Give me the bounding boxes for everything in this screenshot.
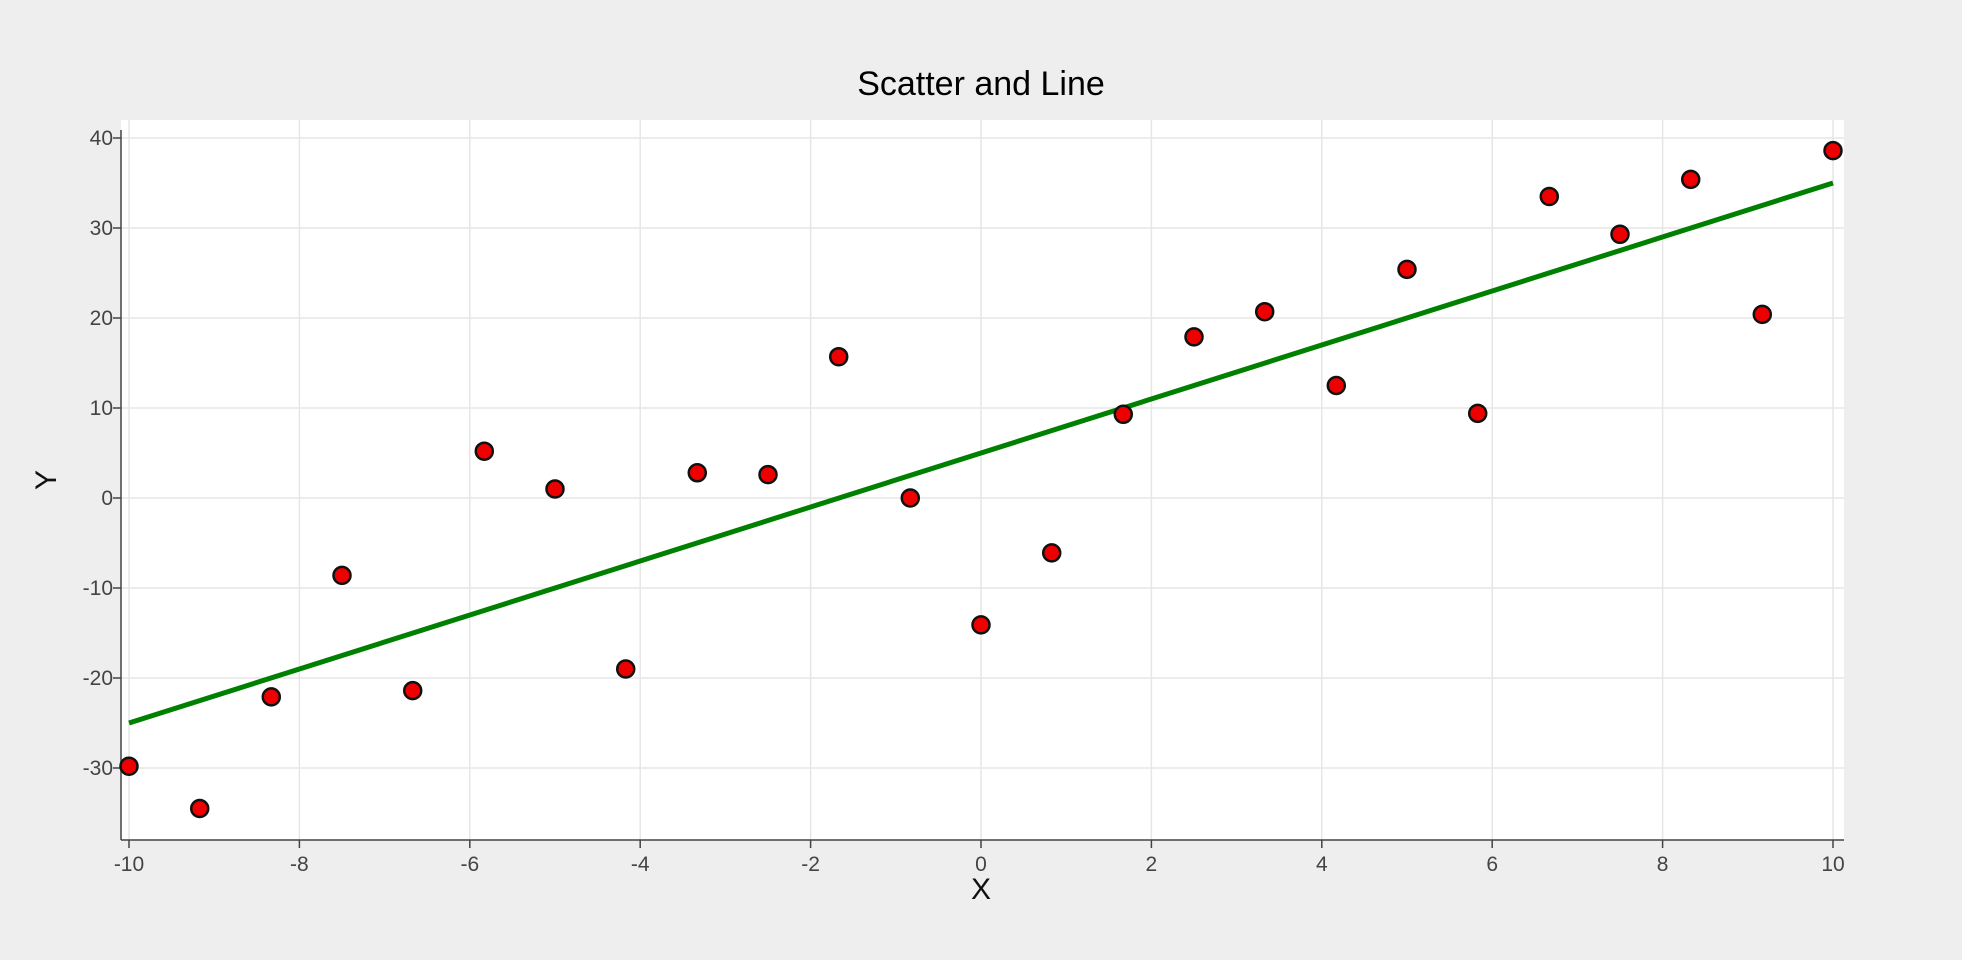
- y-tick-label: 30: [90, 217, 113, 240]
- axes: [113, 130, 1844, 848]
- scatter-point: [758, 464, 778, 485]
- x-tick-label: -8: [290, 853, 309, 876]
- chart-title: Scatter and Line: [857, 65, 1105, 103]
- y-tick-label: 10: [90, 397, 113, 420]
- scatter-point: [1397, 259, 1417, 280]
- plot-area: [121, 120, 1844, 840]
- scatter-point: [1113, 404, 1134, 425]
- scatter-point: [545, 479, 565, 499]
- scatter-point: [189, 798, 210, 819]
- scatter-point: [1184, 327, 1204, 347]
- scatter-point: [402, 680, 423, 701]
- scatter-point: [900, 488, 921, 508]
- scatter-point: [261, 687, 282, 707]
- y-tick-label: -20: [83, 667, 113, 690]
- x-tick-label: -2: [801, 853, 820, 876]
- x-tick-label: -4: [631, 853, 650, 876]
- scatter-point: [1254, 301, 1275, 322]
- scatter-point: [1467, 403, 1488, 424]
- x-axis-label: X: [971, 873, 991, 906]
- y-tick-label: 20: [90, 307, 113, 330]
- scatter-point: [828, 346, 849, 367]
- scatter-point: [1539, 186, 1560, 207]
- line-series: [128, 180, 1834, 726]
- scatter-point: [1823, 140, 1843, 161]
- x-tick-label: 0: [975, 853, 987, 876]
- scatter-point: [1326, 375, 1347, 396]
- scatter-point: [474, 441, 495, 461]
- x-tick-label: 2: [1146, 853, 1158, 876]
- scatter-point: [687, 463, 708, 483]
- scatter-point: [971, 615, 991, 635]
- y-tick-label: -30: [83, 757, 113, 780]
- y-axis-label: Y: [30, 470, 63, 490]
- scatter-point: [119, 756, 139, 776]
- y-tick-label: -10: [83, 577, 113, 600]
- grid: [121, 120, 1844, 840]
- y-tick-label: 40: [90, 127, 113, 150]
- x-tick-label: 8: [1657, 853, 1669, 876]
- x-tick-label: 4: [1316, 853, 1328, 876]
- x-tick-label: -6: [460, 853, 479, 876]
- scatter-series: [119, 140, 1843, 819]
- x-tick-label: 10: [1821, 853, 1844, 876]
- scatter-point: [1752, 304, 1773, 325]
- scatter-point: [332, 565, 352, 586]
- x-tick-label: 6: [1486, 853, 1498, 876]
- trend-line: [128, 180, 1834, 726]
- x-tick-label: -10: [114, 853, 144, 876]
- y-tick-label: 0: [101, 487, 113, 510]
- scatter-point: [1610, 224, 1630, 245]
- scatter-point: [1680, 169, 1701, 190]
- scatter-point: [615, 659, 636, 679]
- scatter-point: [1041, 543, 1062, 563]
